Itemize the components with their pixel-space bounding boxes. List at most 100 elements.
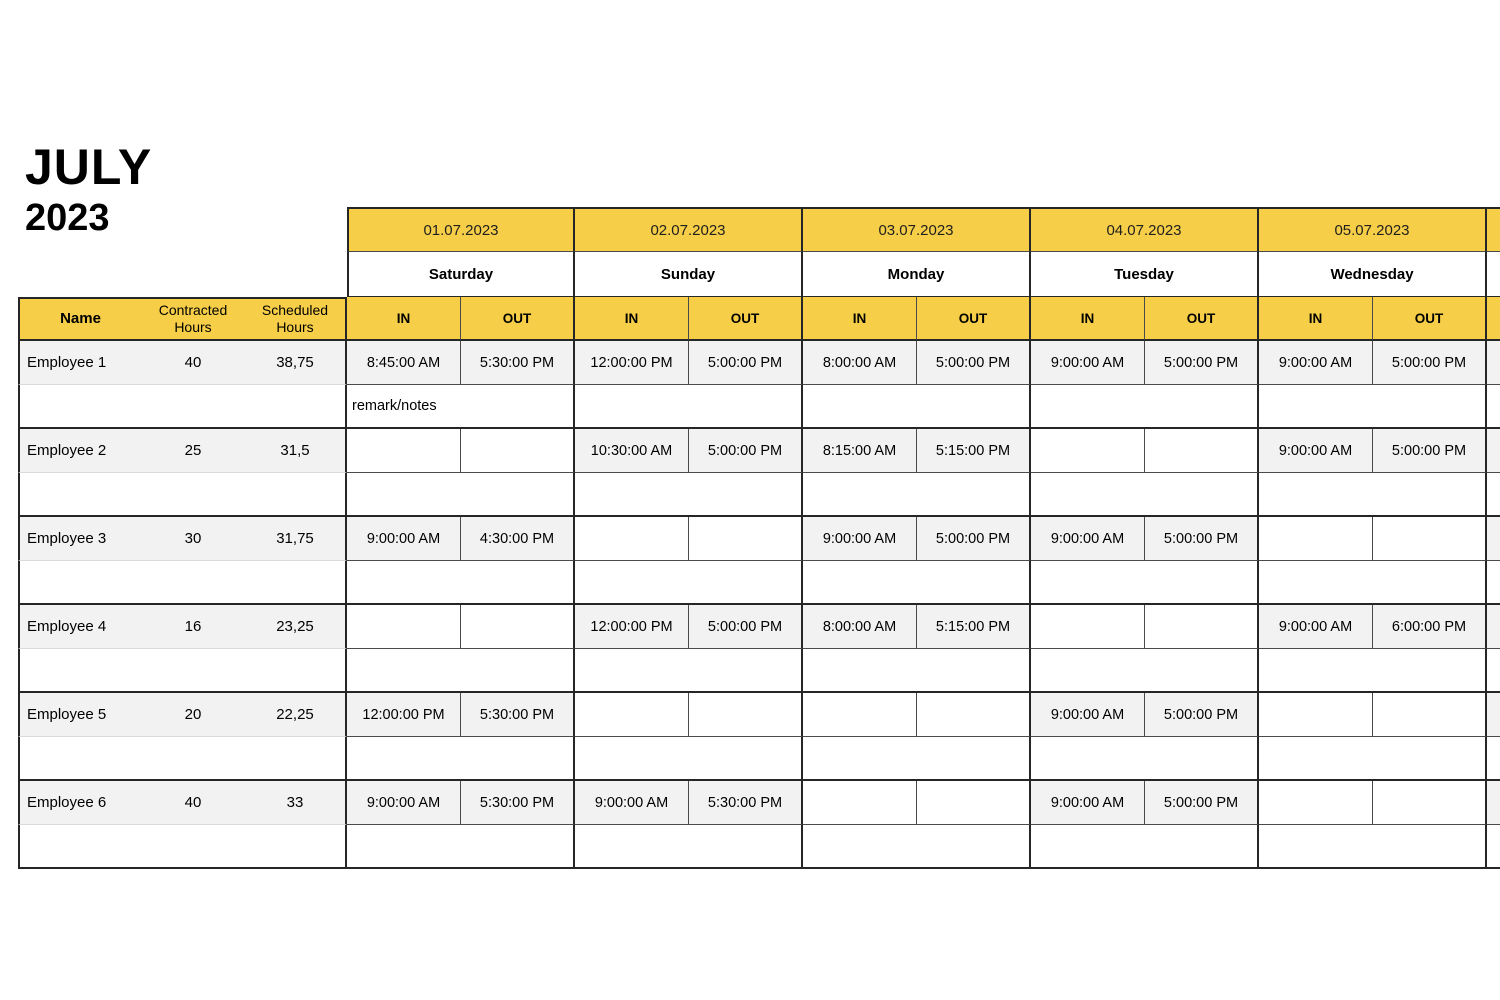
remark-cell[interactable] xyxy=(575,561,803,605)
time-in-cell[interactable]: 12:00:00 PM xyxy=(575,341,689,385)
time-out-cell[interactable]: 5:00:00 PM xyxy=(1373,341,1487,385)
time-out-cell[interactable]: 5:15:00 PM xyxy=(917,429,1031,473)
time-in-cell[interactable]: 9:00:00 AM xyxy=(1259,605,1373,649)
time-in-cell[interactable]: 12:00:00 PM xyxy=(575,605,689,649)
time-out-cell[interactable]: 5:30:00 PM xyxy=(689,781,803,825)
remark-cell[interactable] xyxy=(347,649,575,693)
remark-cell[interactable] xyxy=(1259,385,1487,429)
employee-name[interactable]: Employee 6 xyxy=(27,794,107,811)
remark-cell[interactable] xyxy=(347,825,575,869)
remark-cell[interactable] xyxy=(1259,737,1487,781)
time-in-cell[interactable] xyxy=(347,429,461,473)
time-in-cell[interactable]: 9:00:00 AM xyxy=(1259,341,1373,385)
time-in-cell[interactable]: 12:00:00 PM xyxy=(347,693,461,737)
remark-left-cell[interactable] xyxy=(18,385,347,429)
remark-cell[interactable] xyxy=(1031,737,1259,781)
remark-cell[interactable] xyxy=(1031,825,1259,869)
contracted-hours-value[interactable]: 40 xyxy=(184,794,202,811)
time-out-cell[interactable]: 5:00:00 PM xyxy=(1145,341,1259,385)
time-out-cell[interactable]: 5:00:00 PM xyxy=(689,429,803,473)
time-in-cell[interactable] xyxy=(1031,605,1145,649)
remark-cell[interactable] xyxy=(575,737,803,781)
remark-cell[interactable] xyxy=(803,737,1031,781)
contracted-hours-value[interactable]: 30 xyxy=(184,530,202,547)
remark-cell[interactable] xyxy=(347,473,575,517)
time-out-cell[interactable] xyxy=(917,693,1031,737)
remark-cell[interactable] xyxy=(575,473,803,517)
contracted-hours-value[interactable]: 20 xyxy=(184,706,202,723)
employee-name[interactable]: Employee 1 xyxy=(27,354,107,371)
remark-cell[interactable] xyxy=(1031,561,1259,605)
time-out-cell[interactable]: 6:00:00 PM xyxy=(1373,605,1487,649)
time-out-cell[interactable]: 5:00:00 PM xyxy=(689,341,803,385)
remark-cell[interactable] xyxy=(803,825,1031,869)
time-out-cell[interactable] xyxy=(1145,605,1259,649)
time-in-cell[interactable]: 9:00:00 AM xyxy=(803,517,917,561)
employee-name[interactable]: Employee 4 xyxy=(27,618,107,635)
time-in-cell[interactable]: 9:00:00 AM xyxy=(575,781,689,825)
remark-cell[interactable] xyxy=(803,561,1031,605)
remark-left-cell[interactable] xyxy=(18,473,347,517)
time-out-cell[interactable]: 4:30:00 PM xyxy=(461,517,575,561)
remark-left-cell[interactable] xyxy=(18,825,347,869)
scheduled-hours-value[interactable]: 31,75 xyxy=(276,530,314,547)
remark-left-cell[interactable] xyxy=(18,649,347,693)
time-out-cell[interactable] xyxy=(1373,693,1487,737)
time-out-cell[interactable] xyxy=(1145,429,1259,473)
time-out-cell[interactable]: 5:00:00 PM xyxy=(917,517,1031,561)
remark-cell[interactable] xyxy=(1259,561,1487,605)
time-in-cell[interactable]: 9:00:00 AM xyxy=(1031,693,1145,737)
remark-cell[interactable] xyxy=(347,737,575,781)
remark-cell[interactable] xyxy=(347,561,575,605)
remark-cell[interactable] xyxy=(1259,649,1487,693)
remark-cell[interactable] xyxy=(803,473,1031,517)
time-out-cell[interactable]: 5:00:00 PM xyxy=(1373,429,1487,473)
scheduled-hours-value[interactable]: 22,25 xyxy=(276,706,314,723)
scheduled-hours-value[interactable]: 31,5 xyxy=(280,442,310,459)
time-out-cell[interactable] xyxy=(461,605,575,649)
remark-left-cell[interactable] xyxy=(18,561,347,605)
time-out-cell[interactable] xyxy=(1373,517,1487,561)
contracted-hours-value[interactable]: 25 xyxy=(184,442,202,459)
scheduled-hours-value[interactable]: 23,25 xyxy=(276,618,314,635)
contracted-hours-value[interactable]: 40 xyxy=(184,354,202,371)
time-in-cell[interactable] xyxy=(1259,517,1373,561)
time-out-cell[interactable]: 5:30:00 PM xyxy=(461,693,575,737)
time-out-cell[interactable]: 5:00:00 PM xyxy=(1145,693,1259,737)
remark-left-cell[interactable] xyxy=(18,737,347,781)
time-in-cell[interactable]: 9:00:00 AM xyxy=(1031,781,1145,825)
remark-cell[interactable] xyxy=(575,649,803,693)
time-in-cell[interactable] xyxy=(575,517,689,561)
remark-cell[interactable] xyxy=(803,649,1031,693)
time-out-cell[interactable] xyxy=(917,781,1031,825)
time-out-cell[interactable] xyxy=(461,429,575,473)
remark-cell[interactable] xyxy=(1031,473,1259,517)
time-in-cell[interactable]: 9:00:00 AM xyxy=(347,517,461,561)
scheduled-hours-value[interactable]: 33 xyxy=(286,794,304,811)
time-in-cell[interactable] xyxy=(803,693,917,737)
time-in-cell[interactable]: 8:45:00 AM xyxy=(347,341,461,385)
time-in-cell[interactable] xyxy=(575,693,689,737)
time-in-cell[interactable]: 9:00:00 AM xyxy=(347,781,461,825)
time-out-cell[interactable]: 5:00:00 PM xyxy=(1145,781,1259,825)
time-in-cell[interactable]: 9:00:00 AM xyxy=(1031,517,1145,561)
employee-name[interactable]: Employee 3 xyxy=(27,530,107,547)
contracted-hours-value[interactable]: 16 xyxy=(184,618,202,635)
time-in-cell[interactable]: 8:00:00 AM xyxy=(803,341,917,385)
employee-name[interactable]: Employee 2 xyxy=(27,442,107,459)
time-out-cell[interactable]: 5:30:00 PM xyxy=(461,781,575,825)
remark-cell[interactable] xyxy=(575,385,803,429)
time-out-cell[interactable] xyxy=(689,693,803,737)
time-out-cell[interactable] xyxy=(689,517,803,561)
scheduled-hours-value[interactable]: 38,75 xyxy=(276,354,314,371)
time-in-cell[interactable]: 8:15:00 AM xyxy=(803,429,917,473)
remark-cell[interactable] xyxy=(1259,825,1487,869)
remark-cell[interactable] xyxy=(1031,649,1259,693)
time-out-cell[interactable]: 5:00:00 PM xyxy=(689,605,803,649)
time-out-cell[interactable] xyxy=(1373,781,1487,825)
remark-cell[interactable]: remark/notes xyxy=(347,385,575,429)
remark-cell[interactable] xyxy=(1259,473,1487,517)
time-out-cell[interactable]: 5:00:00 PM xyxy=(917,341,1031,385)
time-out-cell[interactable]: 5:00:00 PM xyxy=(1145,517,1259,561)
remark-cell[interactable] xyxy=(575,825,803,869)
